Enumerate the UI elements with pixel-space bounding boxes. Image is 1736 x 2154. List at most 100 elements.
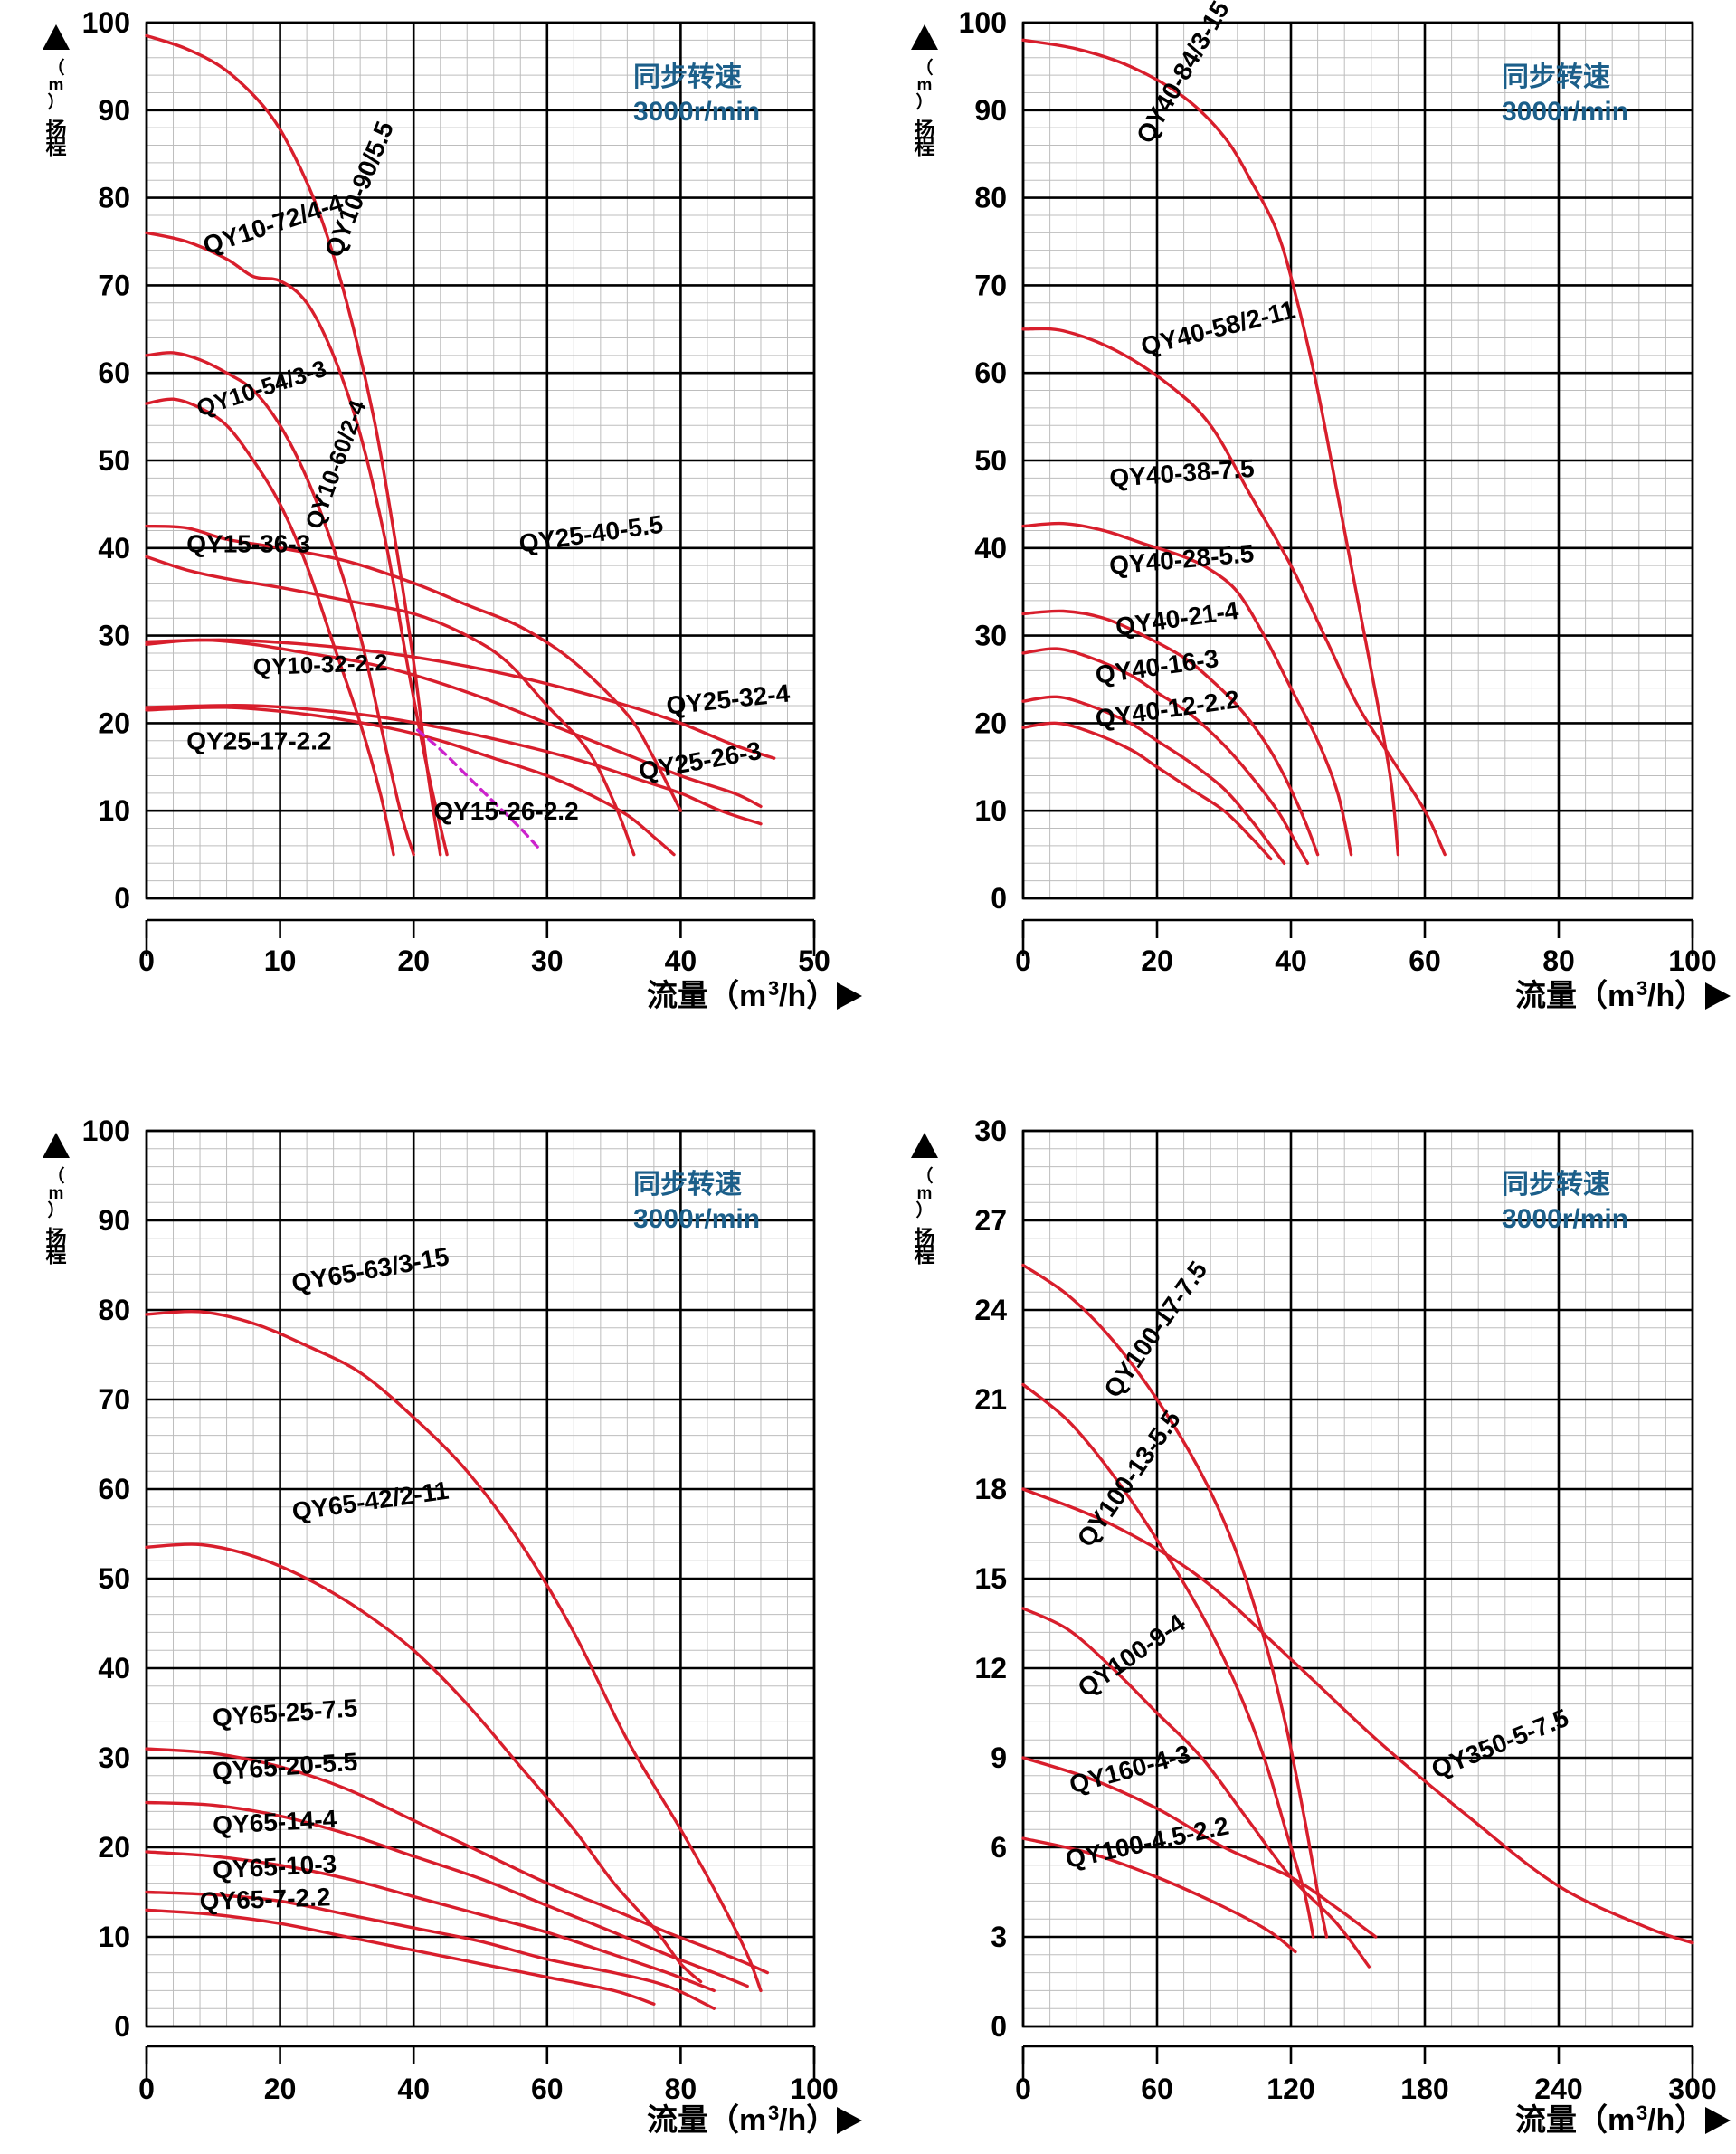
svg-text:70: 70 <box>98 1383 130 1416</box>
svg-text:50: 50 <box>98 1562 130 1595</box>
svg-text:80: 80 <box>974 182 1007 214</box>
svg-text:0: 0 <box>991 882 1007 915</box>
svg-text:10: 10 <box>98 794 130 827</box>
svg-text:3000r/min: 3000r/min <box>633 1204 760 1234</box>
svg-text:12: 12 <box>974 1652 1007 1684</box>
svg-text:70: 70 <box>974 269 1007 301</box>
svg-text:3: 3 <box>768 977 779 1000</box>
svg-text:40: 40 <box>98 532 130 565</box>
svg-text:m: m <box>49 1184 64 1203</box>
svg-text:120: 120 <box>1266 2073 1314 2105</box>
svg-text:20: 20 <box>98 1831 130 1864</box>
svg-text:80: 80 <box>1542 944 1575 977</box>
svg-text:10: 10 <box>264 944 297 977</box>
svg-text:m: m <box>49 76 64 95</box>
svg-text:60: 60 <box>974 356 1007 389</box>
svg-text:m: m <box>917 1184 933 1203</box>
svg-text:程: 程 <box>915 135 935 158</box>
svg-text:50: 50 <box>974 444 1007 477</box>
svg-text:20: 20 <box>98 707 130 739</box>
svg-text:m: m <box>917 76 933 95</box>
svg-text:20: 20 <box>1141 944 1173 977</box>
svg-text:6: 6 <box>991 1831 1007 1864</box>
svg-text:（: （ <box>915 57 933 78</box>
svg-text:30: 30 <box>98 1741 130 1774</box>
svg-text:40: 40 <box>98 1652 130 1684</box>
svg-text:3000r/min: 3000r/min <box>1502 97 1628 127</box>
svg-text:40: 40 <box>1275 944 1307 977</box>
svg-text:60: 60 <box>531 2073 564 2105</box>
svg-text:流量（m: 流量（m <box>647 2102 766 2138</box>
svg-text:QY15-26-2.2: QY15-26-2.2 <box>433 797 578 825</box>
svg-text:15: 15 <box>974 1562 1007 1595</box>
svg-text:3: 3 <box>991 1921 1007 1953</box>
svg-text:100: 100 <box>82 6 130 39</box>
svg-text:10: 10 <box>974 794 1007 827</box>
svg-text:/h）: /h） <box>1647 2102 1705 2138</box>
svg-text:30: 30 <box>974 620 1007 652</box>
svg-text:30: 30 <box>531 944 564 977</box>
svg-text:同步转速: 同步转速 <box>633 1170 742 1200</box>
svg-text:/h）: /h） <box>1647 978 1705 1013</box>
svg-text:程: 程 <box>915 1243 935 1267</box>
svg-text:3: 3 <box>1636 977 1647 1000</box>
svg-text:3000r/min: 3000r/min <box>633 97 760 127</box>
svg-text:80: 80 <box>98 182 130 214</box>
svg-text:QY10-32-2.2: QY10-32-2.2 <box>252 649 388 680</box>
svg-text:（: （ <box>47 57 64 78</box>
svg-text:0: 0 <box>991 2010 1007 2043</box>
svg-text:同步转速: 同步转速 <box>1502 1170 1610 1200</box>
svg-text:70: 70 <box>98 269 130 301</box>
svg-text:50: 50 <box>98 444 130 477</box>
svg-text:24: 24 <box>974 1294 1007 1326</box>
svg-text:/h）: /h） <box>779 2102 837 2138</box>
svg-text:18: 18 <box>974 1473 1007 1505</box>
svg-text:QY15-36-3: QY15-36-3 <box>186 530 310 558</box>
svg-text:30: 30 <box>974 1115 1007 1147</box>
svg-text:90: 90 <box>98 94 130 127</box>
svg-text:/h）: /h） <box>779 978 837 1013</box>
svg-text:3: 3 <box>768 2102 779 2124</box>
svg-text:30: 30 <box>98 620 130 652</box>
svg-text:60: 60 <box>1409 944 1441 977</box>
svg-text:100: 100 <box>959 6 1007 39</box>
svg-text:9: 9 <box>991 1741 1007 1774</box>
svg-text:10: 10 <box>98 1921 130 1953</box>
svg-text:）: ） <box>47 1200 64 1220</box>
svg-text:60: 60 <box>98 1473 130 1505</box>
svg-text:90: 90 <box>98 1204 130 1237</box>
svg-text:3: 3 <box>1636 2102 1647 2124</box>
svg-text:60: 60 <box>1141 2073 1173 2105</box>
svg-text:0: 0 <box>114 882 130 915</box>
svg-text:20: 20 <box>974 707 1007 739</box>
svg-text:（: （ <box>47 1165 64 1186</box>
svg-text:27: 27 <box>974 1204 1007 1237</box>
svg-text:）: ） <box>915 1200 933 1220</box>
svg-text:程: 程 <box>46 1243 67 1267</box>
svg-text:20: 20 <box>264 2073 297 2105</box>
svg-text:20: 20 <box>397 944 430 977</box>
svg-text:40: 40 <box>974 532 1007 565</box>
svg-text:流量（m: 流量（m <box>647 978 766 1013</box>
svg-text:80: 80 <box>98 1294 130 1326</box>
svg-text:3000r/min: 3000r/min <box>1502 1204 1628 1234</box>
svg-text:）: ） <box>915 91 933 112</box>
svg-text:240: 240 <box>1534 2073 1582 2105</box>
svg-text:流量（m: 流量（m <box>1515 978 1635 1013</box>
svg-text:同步转速: 同步转速 <box>1502 62 1610 92</box>
svg-text:同步转速: 同步转速 <box>633 62 742 92</box>
svg-text:）: ） <box>47 91 64 112</box>
svg-text:流量（m: 流量（m <box>1515 2102 1635 2138</box>
svg-text:程: 程 <box>46 135 67 158</box>
svg-text:80: 80 <box>665 2073 697 2105</box>
svg-text:40: 40 <box>397 2073 430 2105</box>
svg-text:QY25-17-2.2: QY25-17-2.2 <box>186 726 331 754</box>
svg-text:90: 90 <box>974 94 1007 127</box>
svg-text:180: 180 <box>1400 2073 1448 2105</box>
svg-text:0: 0 <box>114 2010 130 2043</box>
svg-text:60: 60 <box>98 356 130 389</box>
svg-text:100: 100 <box>82 1115 130 1147</box>
svg-text:21: 21 <box>974 1383 1007 1416</box>
svg-text:QY65-7-2.2: QY65-7-2.2 <box>199 1883 331 1915</box>
svg-text:（: （ <box>915 1165 933 1186</box>
